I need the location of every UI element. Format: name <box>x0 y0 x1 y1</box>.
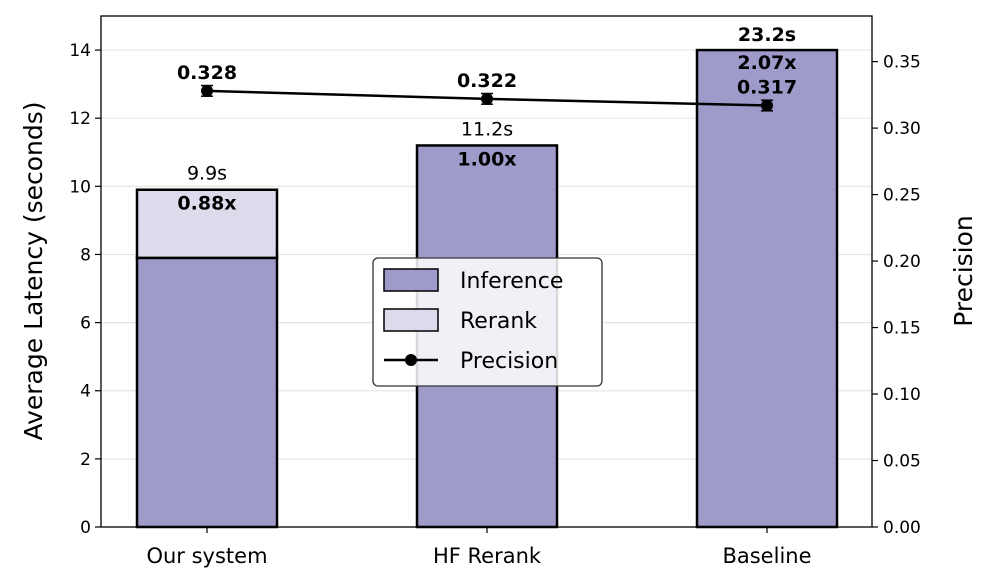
precision-point <box>201 84 213 97</box>
legend-inference-swatch <box>383 268 439 292</box>
legend-rerank-label: Rerank <box>460 309 537 334</box>
right-tick-label: 0.00 <box>883 518 921 538</box>
category-label: Our system <box>146 544 267 568</box>
legend: Inference Rerank Precision <box>372 257 603 387</box>
bar-inference <box>135 256 279 529</box>
right-tick-label: 0.05 <box>883 452 921 472</box>
bar-time-label: 23.2s <box>738 24 796 46</box>
bar-time-label: 9.9s <box>187 163 227 185</box>
category-label: HF Rerank <box>433 544 542 568</box>
bar-inference <box>695 48 839 529</box>
plot-frame <box>100 15 873 528</box>
left-tick-label: 0 <box>80 518 91 538</box>
right-axis-ticks: 0.00 0.05 0.10 0.15 0.20 0.25 0.30 0.35 <box>872 53 921 538</box>
legend-precision-marker <box>405 354 417 366</box>
category-label: Baseline <box>722 544 811 568</box>
bar-labels: 9.9s 0.88x 11.2s 1.00x 23.2s 2.07x <box>177 24 796 215</box>
left-tick-label: 2 <box>80 450 91 470</box>
left-tick-label: 10 <box>69 177 91 197</box>
left-tick-label: 8 <box>80 245 91 265</box>
precision-value-label: 0.317 <box>737 76 797 98</box>
left-tick-label: 6 <box>80 314 91 334</box>
left-tick-label: 4 <box>80 382 91 402</box>
right-tick-label: 0.25 <box>883 186 921 206</box>
bar-rerank <box>135 188 279 260</box>
legend-inference-label: Inference <box>460 269 563 294</box>
right-tick-label: 0.30 <box>883 119 921 139</box>
left-axis-ticks: 0 2 4 6 8 10 12 14 <box>69 41 101 538</box>
left-tick-label: 12 <box>69 109 91 129</box>
bar-ratio-label: 0.88x <box>177 193 236 215</box>
bar-time-label: 11.2s <box>461 118 513 140</box>
left-axis-title: Average Latency (seconds) <box>19 101 48 440</box>
left-tick-label: 14 <box>69 41 91 61</box>
bar-ratio-label: 2.07x <box>737 52 796 74</box>
right-tick-label: 0.35 <box>883 53 921 73</box>
precision-line: 0.328 0.322 0.317 <box>177 62 797 112</box>
precision-point <box>481 92 493 105</box>
right-tick-label: 0.10 <box>883 385 921 405</box>
category-ticks: Our system HF Rerank Baseline <box>146 527 812 568</box>
legend-precision-label: Precision <box>460 349 558 374</box>
right-tick-label: 0.20 <box>883 252 921 272</box>
right-axis-title: Precision <box>949 215 978 327</box>
right-tick-label: 0.15 <box>883 319 921 339</box>
precision-value-label: 0.328 <box>177 62 237 84</box>
precision-point <box>761 99 773 112</box>
legend-rerank-swatch <box>383 308 439 332</box>
bar-ratio-label: 1.00x <box>457 148 516 170</box>
precision-value-label: 0.322 <box>457 70 517 92</box>
